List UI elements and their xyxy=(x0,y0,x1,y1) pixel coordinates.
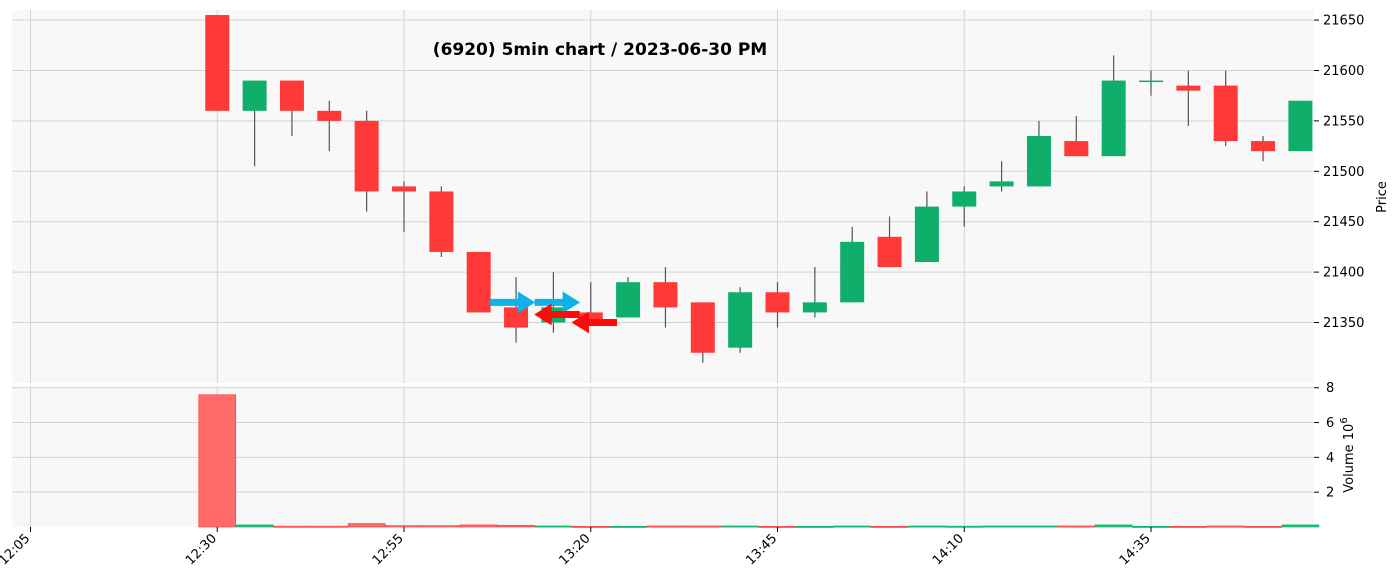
sell-arrow-marker xyxy=(571,311,617,334)
volume-bar xyxy=(497,524,535,528)
candle-body xyxy=(690,302,715,353)
price-tick-label: 21400 xyxy=(1323,266,1364,281)
volume-bar xyxy=(1057,525,1096,528)
volume-bar xyxy=(1169,526,1208,528)
candle-body xyxy=(354,120,379,192)
time-tick-label: 14:35 xyxy=(1117,531,1154,568)
candle-body xyxy=(1213,85,1238,142)
candle-body xyxy=(504,307,529,328)
trade-markers xyxy=(489,291,617,334)
candle-body xyxy=(1139,80,1163,83)
candle-body xyxy=(578,312,603,323)
candle-body xyxy=(317,110,342,121)
candle-body xyxy=(616,282,641,318)
volume-bar xyxy=(1094,524,1133,528)
volume-bar xyxy=(833,525,872,528)
volume-bar xyxy=(1020,525,1058,528)
volume-bar xyxy=(385,525,423,528)
volume-bar xyxy=(683,525,722,528)
candle-body xyxy=(1026,136,1051,187)
volume-bar xyxy=(235,524,274,528)
sell-arrow-marker xyxy=(534,303,580,326)
price-axis-label: Price xyxy=(1375,181,1390,213)
volume-bar xyxy=(273,525,311,528)
candle-body xyxy=(989,181,1014,187)
volume-bar xyxy=(908,525,946,528)
volume-bar xyxy=(796,526,834,528)
candles xyxy=(205,15,1313,363)
candle-body xyxy=(429,191,454,252)
volume-bar xyxy=(422,525,461,528)
volume-bars xyxy=(198,394,1320,528)
candle-body xyxy=(653,282,678,308)
volume-bar xyxy=(870,526,909,528)
time-tick-label: 12:05 xyxy=(0,531,33,568)
buy-arrow-marker xyxy=(489,291,536,314)
volume-bar xyxy=(534,525,573,528)
candle-body xyxy=(466,251,491,313)
time-tick-label: 14:10 xyxy=(930,531,967,568)
candle-body xyxy=(728,292,753,348)
candle-body xyxy=(1064,141,1089,157)
volume-bar xyxy=(1244,526,1282,528)
candle-body xyxy=(1288,100,1313,152)
price-tick-label: 21350 xyxy=(1323,316,1364,331)
candle-body xyxy=(952,191,977,207)
candle-body xyxy=(242,80,267,111)
volume-bar xyxy=(646,525,685,528)
candle-body xyxy=(840,241,865,303)
volume-bar xyxy=(721,525,759,528)
volume-bar xyxy=(347,523,386,528)
volume-axis-exponent: 6 xyxy=(1339,417,1350,423)
candle-body xyxy=(765,292,790,313)
price-tick-label: 21550 xyxy=(1323,114,1364,129)
price-tick-label: 21650 xyxy=(1323,14,1364,29)
price-tick-label: 21500 xyxy=(1323,165,1364,180)
candle-body xyxy=(1251,141,1276,152)
price-tick-label: 21600 xyxy=(1323,64,1364,79)
time-tick-label: 12:55 xyxy=(370,531,407,568)
volume-axis-label-text: Volume xyxy=(1342,444,1357,492)
volume-tick-label: 6 xyxy=(1326,416,1334,431)
price-axis-ticks: 21350 21400 21450 21500 21550 21600 21650 xyxy=(1314,14,1364,331)
candle-body xyxy=(877,236,902,268)
buy-arrow-marker xyxy=(534,291,581,314)
candle-body xyxy=(802,302,827,313)
candle-body xyxy=(279,80,304,111)
time-tick-label: 13:45 xyxy=(743,531,780,568)
volume-bar xyxy=(982,525,1021,528)
candle-body xyxy=(1101,80,1126,157)
time-tick-label: 12:30 xyxy=(183,531,220,568)
volume-axis-label: Volume 106 xyxy=(1339,417,1357,492)
volume-bar xyxy=(1281,524,1320,528)
volume-bar xyxy=(1206,525,1245,528)
candle-body xyxy=(392,186,416,192)
volume-tick-label: 4 xyxy=(1326,451,1334,466)
volume-bar xyxy=(609,526,647,528)
candle-body xyxy=(914,206,939,263)
candle-body xyxy=(205,15,230,111)
price-tick-label: 21450 xyxy=(1323,215,1364,230)
time-tick-label: 13:20 xyxy=(556,531,593,568)
volume-tick-label: 8 xyxy=(1326,381,1334,396)
candle-body xyxy=(1176,85,1201,91)
volume-bar xyxy=(198,394,237,528)
chart-title: (6920) 5min chart / 2023-06-30 PM xyxy=(433,40,767,60)
volume-tick-label: 2 xyxy=(1326,486,1334,501)
volume-bar xyxy=(459,524,498,528)
volume-bar xyxy=(310,525,349,528)
volume-axis-ticks: 2 4 6 8 xyxy=(1314,381,1334,501)
volume-axis-multiplier: 10 xyxy=(1342,424,1357,441)
time-axis-ticks: 12:05 12:30 12:55 13:20 13:45 14:10 14:35 xyxy=(0,527,1154,568)
